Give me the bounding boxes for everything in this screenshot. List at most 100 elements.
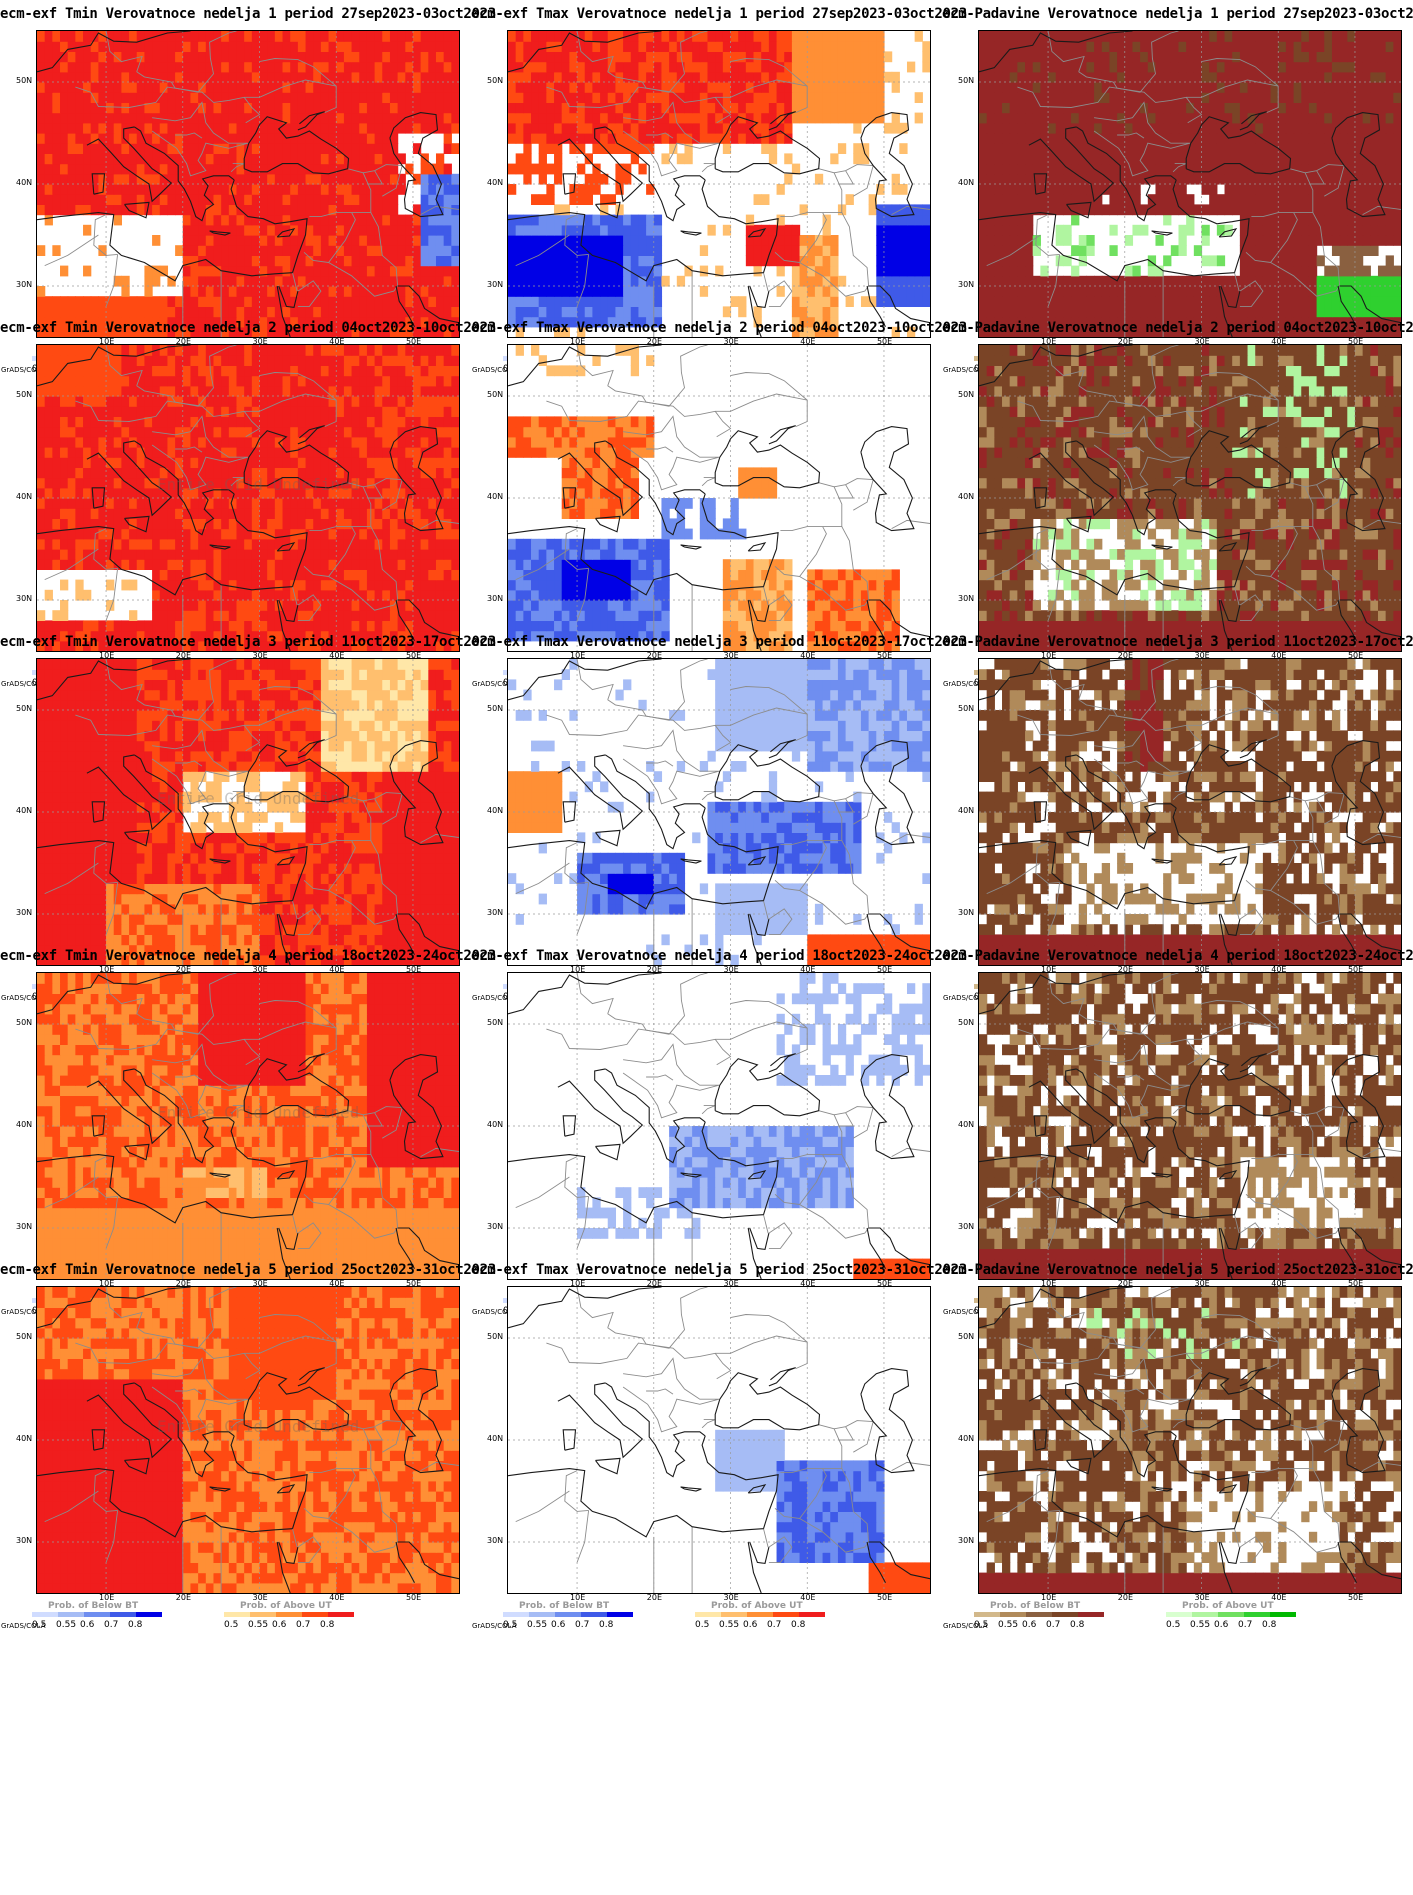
grid-cell bbox=[113, 296, 122, 307]
grid-cell bbox=[1339, 214, 1348, 226]
coastline bbox=[1339, 285, 1401, 324]
grid-cell bbox=[1308, 71, 1318, 83]
panel-title: ecm-exf Tmin Verovatnoce nedelja 2 perio… bbox=[0, 320, 496, 336]
grid-cell bbox=[52, 82, 61, 93]
grid-cell bbox=[807, 235, 816, 246]
country-border bbox=[1078, 31, 1179, 93]
grid-cell bbox=[443, 630, 452, 642]
grid-cell bbox=[1362, 194, 1371, 205]
grid-cell bbox=[784, 51, 793, 63]
grid-cell bbox=[1155, 275, 1164, 287]
grid-cell bbox=[1301, 61, 1310, 73]
grid-cell bbox=[661, 61, 670, 73]
coastline bbox=[134, 126, 235, 222]
grid-cell bbox=[830, 92, 839, 103]
grid-cell bbox=[435, 610, 445, 621]
grid-cell bbox=[259, 600, 268, 611]
grid-cell bbox=[1048, 92, 1057, 103]
grid-cell bbox=[546, 102, 555, 114]
grid-cell bbox=[251, 133, 261, 144]
grid-cell bbox=[845, 71, 854, 83]
grid-cell bbox=[451, 306, 459, 318]
grid-cell bbox=[615, 31, 624, 42]
grid-cell bbox=[1216, 326, 1226, 337]
grid-cell bbox=[876, 235, 885, 246]
grid-cell bbox=[1293, 194, 1302, 205]
grid-cell bbox=[136, 153, 146, 165]
grid-cell bbox=[213, 184, 222, 195]
grid-cell bbox=[1354, 224, 1364, 236]
grid-cell bbox=[1370, 224, 1379, 236]
grid-cell bbox=[98, 41, 107, 52]
grid-cell bbox=[366, 255, 376, 267]
grid-cell bbox=[592, 275, 601, 287]
country-border bbox=[1324, 165, 1345, 197]
grid-cell bbox=[577, 224, 586, 236]
grid-cell bbox=[761, 92, 770, 103]
grid-cell bbox=[221, 122, 230, 134]
grid-cell bbox=[451, 143, 459, 154]
grid-cell bbox=[336, 610, 345, 621]
grid-cell bbox=[313, 102, 322, 114]
grid-cell bbox=[282, 559, 291, 570]
grid-cell bbox=[274, 102, 284, 114]
grid-cell bbox=[1002, 235, 1011, 246]
grid-cell bbox=[799, 326, 808, 337]
grid-cell bbox=[290, 214, 299, 226]
grid-cell bbox=[236, 163, 245, 175]
grid-cell bbox=[899, 235, 908, 246]
grid-cell bbox=[979, 265, 988, 277]
grid-cell bbox=[83, 82, 92, 93]
grid-cell bbox=[389, 640, 399, 651]
grid-cell bbox=[297, 610, 307, 621]
grid-cell bbox=[343, 569, 353, 581]
grid-cell bbox=[244, 214, 253, 226]
grid-cell bbox=[405, 61, 414, 73]
grid-cell bbox=[1163, 255, 1172, 267]
grid-cell bbox=[60, 316, 69, 328]
grid-cell bbox=[830, 255, 839, 267]
grid-cell bbox=[443, 143, 452, 154]
grid-cell bbox=[592, 286, 601, 297]
grid-cell bbox=[244, 630, 253, 642]
grid-cell bbox=[1354, 71, 1364, 83]
grid-cell bbox=[144, 112, 153, 124]
grid-cell bbox=[1132, 122, 1141, 134]
grid-cell bbox=[1055, 122, 1064, 134]
grid-cell bbox=[129, 194, 138, 205]
grid-cell bbox=[1377, 41, 1387, 52]
grid-cell bbox=[1247, 92, 1256, 103]
grid-cell bbox=[98, 620, 107, 632]
grid-cell bbox=[236, 224, 245, 236]
grid-cell bbox=[1339, 316, 1348, 328]
grid-cell bbox=[305, 61, 314, 73]
grid-cell bbox=[443, 245, 452, 256]
grid-cell bbox=[515, 153, 524, 165]
grid-cell bbox=[730, 41, 739, 52]
grid-cell bbox=[807, 275, 816, 287]
coastline bbox=[1239, 111, 1267, 131]
grid-cell bbox=[1316, 71, 1325, 83]
grid-cell bbox=[52, 528, 61, 540]
grid-cell bbox=[615, 245, 624, 256]
grid-cell bbox=[428, 122, 437, 134]
grid-cell bbox=[584, 194, 593, 205]
grid-cell bbox=[1270, 184, 1279, 195]
grid-cell bbox=[405, 589, 414, 601]
grid-cell bbox=[899, 265, 908, 277]
grid-cell bbox=[1232, 184, 1241, 195]
grid-cell bbox=[37, 508, 46, 519]
grid-cell bbox=[305, 286, 314, 297]
grid-cell bbox=[190, 92, 199, 103]
grid-cell bbox=[1216, 306, 1226, 318]
grid-cell bbox=[382, 92, 391, 103]
grid-cell bbox=[1032, 133, 1041, 144]
grid-cell bbox=[67, 51, 76, 63]
grid-cell bbox=[1017, 296, 1026, 307]
grid-cell bbox=[412, 326, 422, 337]
grid-cell bbox=[1316, 92, 1325, 103]
grid-cell bbox=[336, 204, 345, 216]
grid-cell bbox=[1255, 51, 1264, 63]
grid-cell bbox=[274, 569, 284, 581]
grid-cell bbox=[83, 538, 92, 550]
